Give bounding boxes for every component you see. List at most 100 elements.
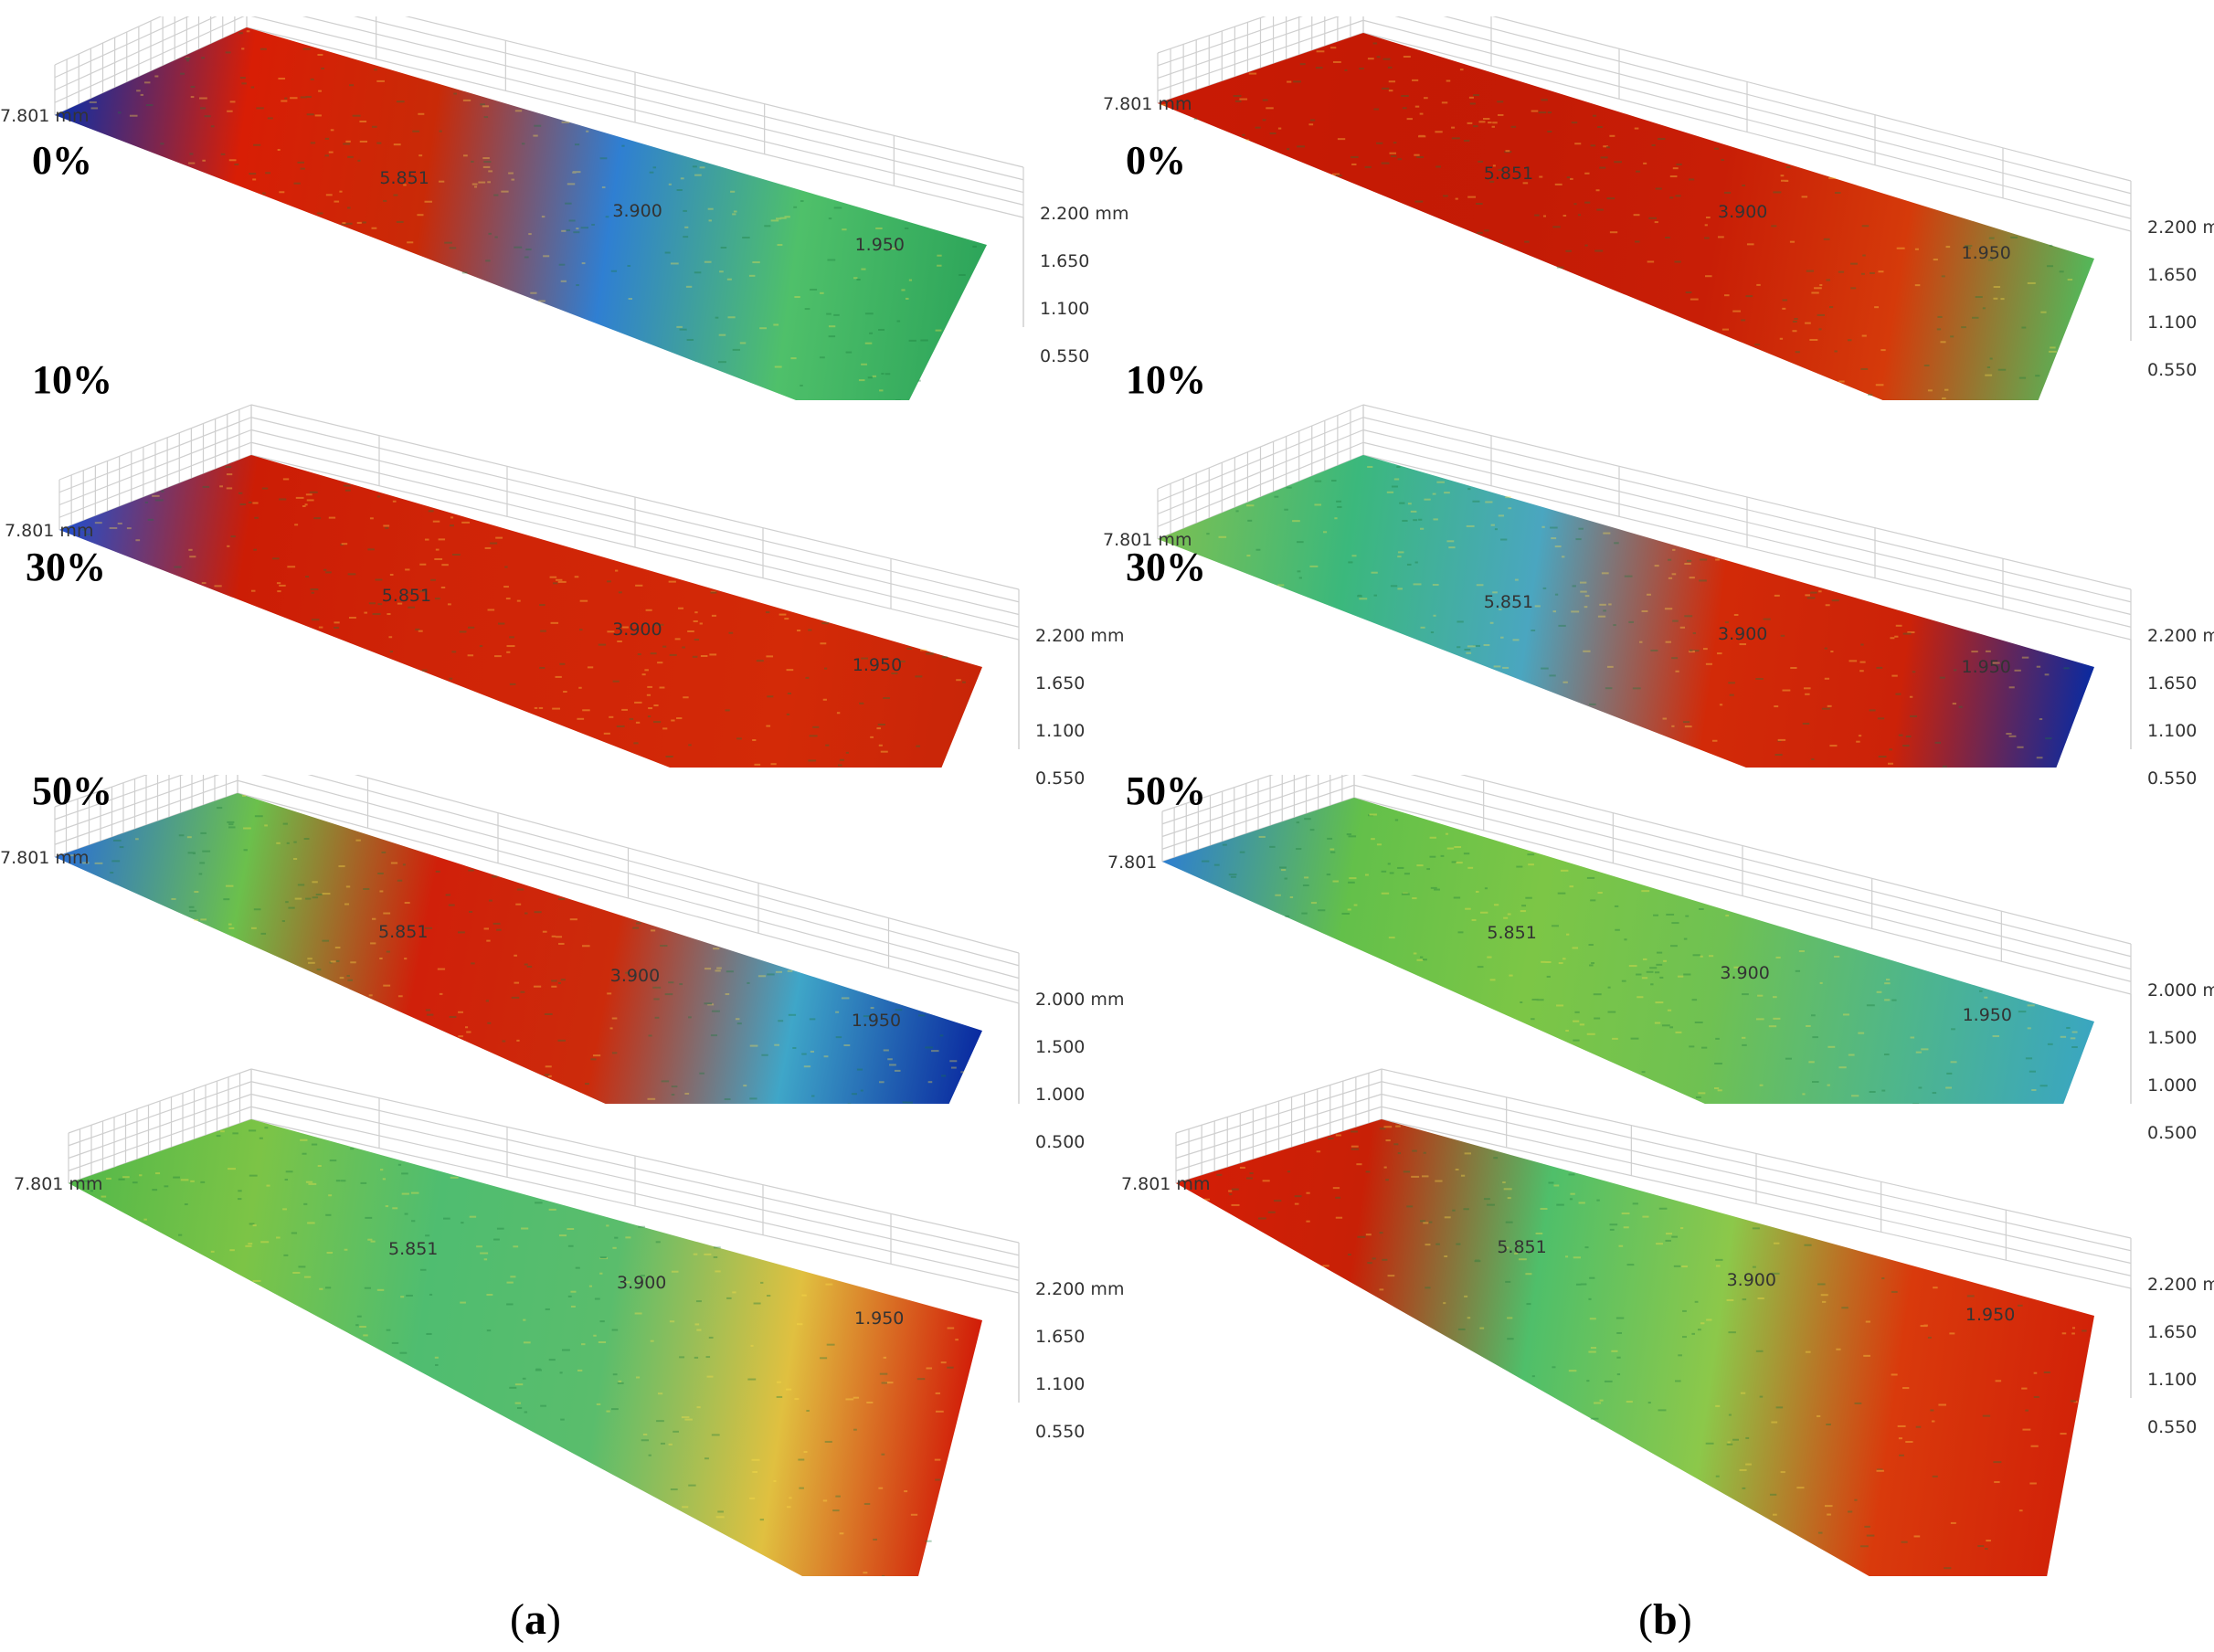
height-surface [55, 793, 982, 1104]
height-surface [1176, 1119, 2094, 1576]
y-tick-label: 3.900 [612, 200, 662, 221]
z-tick-label: 1.100 [1035, 721, 1086, 741]
axis-grid [1157, 16, 2132, 232]
z-tick-label: 0.550 [1040, 346, 1090, 366]
z-tick-label: 0.500 [1035, 1132, 1086, 1152]
surface-plot-b-2: 30% 7.801 5.851 3.900 1.950 2.000 mm 1.500 1.00… [1107, 545, 2214, 1143]
surface-plot-svg [58, 404, 1020, 768]
y-tick-label: 1.950 [854, 1308, 905, 1329]
surface-texture [69, 794, 965, 1104]
y-tick-label: 7.801 mm [0, 106, 90, 126]
y-tick-label: 1.950 [851, 1011, 902, 1032]
z-tick-label: 1.650 [1035, 673, 1086, 694]
surface-texture [1204, 1125, 2087, 1570]
surface-plot-b-3: 50% 7.801 mm 5.851 3.900 1.950 2.200 mm 1.650 1… [1107, 768, 2214, 1576]
y-tick-label: 7.801 [1107, 852, 1158, 873]
z-tick-label: 2.200 mm [1040, 204, 1129, 224]
y-tick-label: 1.950 [854, 234, 905, 255]
z-tick-label: 0.550 [1035, 768, 1086, 789]
surface-texture [79, 1127, 959, 1576]
surface-texture [1161, 42, 2073, 400]
y-tick-label: 5.851 [378, 922, 429, 943]
height-surface [69, 1119, 982, 1576]
z-tick-label: 0.500 [2147, 1123, 2198, 1143]
surface-plot-svg [54, 16, 1024, 400]
z-tick-label: 1.500 [1035, 1037, 1086, 1057]
surface-texture [1206, 466, 2070, 768]
y-tick-label: 1.950 [852, 655, 903, 675]
y-tick-label: 3.900 [1720, 963, 1770, 983]
height-surface [55, 27, 987, 400]
z-tick-label: 1.650 [2147, 265, 2198, 285]
y-tick-label: 7.801 mm [1121, 1174, 1211, 1194]
z-tick-label: 1.000 [1035, 1085, 1086, 1105]
y-tick-label: 3.900 [1726, 1270, 1776, 1291]
surface-plot-svg [1157, 404, 2132, 768]
strain-label: 30% [26, 545, 106, 589]
surface-plot-svg [54, 775, 1020, 1104]
axis-grid [54, 16, 1024, 218]
surface-plot-svg [1157, 16, 2132, 400]
z-tick-label: 1.500 [2147, 1028, 2198, 1048]
z-tick-label: 0.550 [2147, 360, 2198, 380]
y-tick-label: 1.950 [1965, 1305, 2016, 1326]
y-tick-label: 3.900 [617, 1273, 667, 1293]
surface-plot-b-0: 0% 7.801 mm 5.851 3.900 1.950 2.200 mm 1.650 1.… [1103, 16, 2214, 400]
z-tick-label: 0.550 [1035, 1422, 1086, 1442]
y-tick-label: 3.900 [612, 620, 662, 640]
y-tick-label: 5.851 [1487, 923, 1537, 944]
z-tick-label: 2.000 mm [1035, 990, 1125, 1010]
axis-grid [1157, 404, 2132, 641]
caption-a: (a) [510, 1595, 561, 1644]
surface-texture [89, 30, 977, 400]
height-surface [1158, 455, 2094, 768]
surface-texture [1201, 813, 2078, 1104]
strain-label: 30% [1126, 545, 1206, 589]
z-tick-label: 2.200 mm [2147, 217, 2214, 238]
z-tick-label: 1.650 [1035, 1327, 1086, 1347]
y-tick-label: 1.950 [1961, 242, 2011, 263]
z-tick-label: 0.550 [2147, 1417, 2198, 1437]
surface-plot-a-3: 50% 7.801 mm 5.851 3.900 1.950 2.200 mm 1.650 1… [0, 768, 1124, 1576]
height-surface [59, 455, 982, 768]
surface-plot-svg [1161, 775, 2132, 1104]
y-tick-label: 5.851 [381, 585, 432, 606]
y-tick-label: 7.801 mm [14, 1174, 103, 1194]
z-tick-label: 0.550 [2147, 768, 2198, 789]
z-tick-label: 1.100 [2147, 1370, 2198, 1390]
strain-label: 0% [32, 138, 92, 183]
z-tick-label: 2.200 mm [2147, 626, 2214, 646]
strain-label: 50% [32, 768, 112, 813]
z-tick-label: 1.650 [2147, 1322, 2198, 1342]
z-tick-label: 1.650 [2147, 673, 2198, 694]
z-tick-label: 1.100 [2147, 312, 2198, 333]
y-tick-label: 3.900 [1718, 202, 1768, 223]
z-tick-label: 1.100 [2147, 721, 2198, 741]
y-tick-label: 3.900 [609, 965, 661, 986]
y-tick-label: 7.801 mm [5, 521, 94, 541]
caption-b: (b) [1638, 1595, 1692, 1644]
surface-plot-svg [68, 1068, 1020, 1576]
height-surface [1162, 798, 2094, 1104]
axis-grid [1175, 1068, 2132, 1289]
strain-label: 10% [32, 357, 112, 402]
axis-grid [58, 404, 1020, 641]
z-tick-label: 1.100 [1040, 299, 1090, 319]
surface-plot-svg [1175, 1068, 2132, 1576]
y-tick-label: 3.900 [1718, 623, 1768, 644]
surface-plot-a-1: 10% 7.801 mm 5.851 3.900 1.950 2.200 mm 1.650 1… [0, 357, 1124, 789]
y-tick-label: 5.851 [1497, 1237, 1547, 1258]
strain-label: 50% [1126, 768, 1206, 813]
y-tick-label: 1.950 [1962, 1004, 2012, 1025]
z-tick-label: 2.200 mm [1035, 626, 1125, 646]
z-tick-label: 1.100 [1035, 1374, 1086, 1394]
y-tick-label: 5.851 [1483, 163, 1534, 184]
z-tick-label: 1.650 [1040, 251, 1090, 271]
y-tick-label: 7.801 mm [0, 848, 90, 868]
subfigure-b: 0% 7.801 mm 5.851 3.900 1.950 2.200 mm 1.650 1.… [1103, 0, 2214, 1652]
y-tick-label: 5.851 [388, 1238, 439, 1259]
subfigure-a: 0% 7.801 mm 5.851 3.900 1.950 2.200 mm 1.650 1.… [0, 16, 1128, 1576]
surface-plot-a-0: 0% 7.801 mm 5.851 3.900 1.950 2.200 mm 1.650 1.… [0, 16, 1128, 400]
strain-label: 0% [1126, 138, 1186, 183]
surface-plot-b-1: 10% 7.801 mm 5.851 3.900 1.950 2.200 mm 1.650 1… [1103, 357, 2214, 789]
